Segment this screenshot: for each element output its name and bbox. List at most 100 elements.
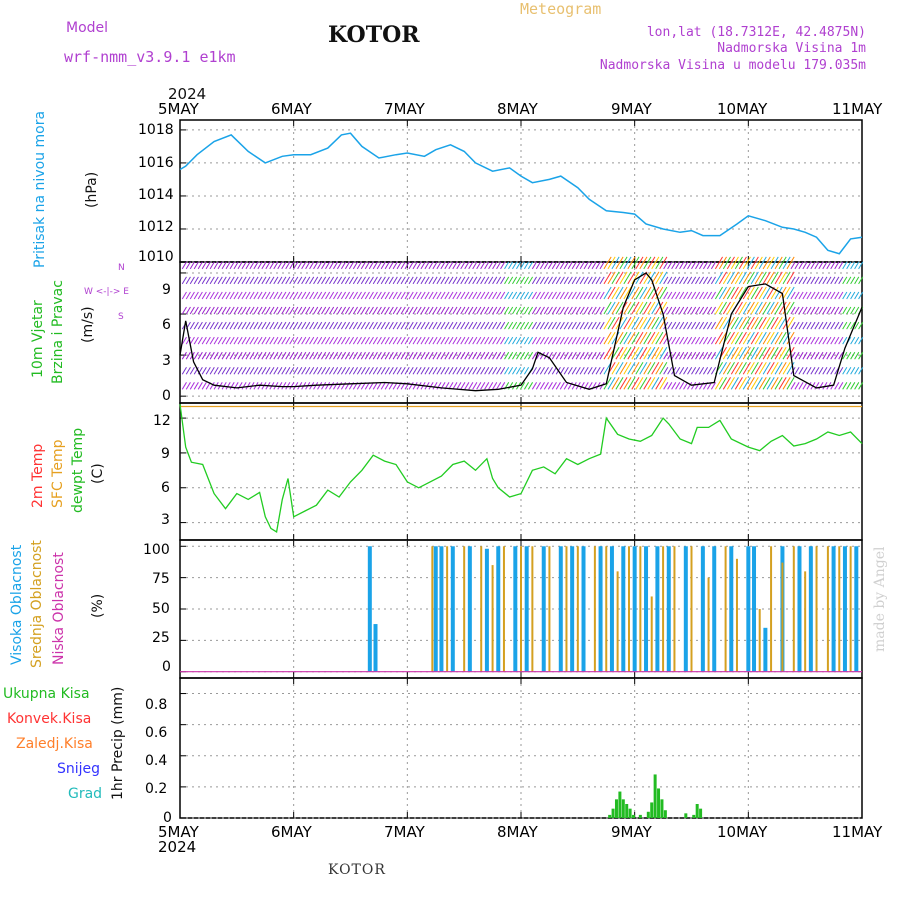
wind-barb bbox=[603, 331, 612, 345]
wind-barb bbox=[679, 321, 685, 330]
wind-barb bbox=[623, 331, 632, 345]
wind-barb bbox=[651, 331, 660, 345]
wind-barb bbox=[428, 366, 434, 375]
wind-barb bbox=[766, 377, 775, 390]
wind-barb bbox=[313, 291, 319, 300]
wind-barb bbox=[838, 291, 844, 300]
precip-legend-convective: Konvek.Kisa bbox=[7, 711, 92, 727]
wind-barb bbox=[420, 276, 426, 285]
wind-barb bbox=[321, 276, 327, 285]
wind-barb bbox=[520, 306, 526, 315]
wind-barb bbox=[599, 261, 605, 270]
wind-barb bbox=[818, 261, 824, 270]
wind-barb bbox=[432, 351, 438, 360]
wind-barb bbox=[344, 336, 351, 345]
wind-barb bbox=[432, 382, 438, 390]
wind-barb bbox=[416, 351, 422, 360]
wind-barb bbox=[746, 286, 755, 300]
wind-barb bbox=[249, 336, 255, 345]
wind-barb bbox=[456, 321, 462, 330]
wind-barb bbox=[691, 382, 697, 390]
wind-barb bbox=[794, 382, 800, 390]
wind-barb bbox=[543, 321, 549, 330]
wind-barb bbox=[551, 291, 557, 300]
high-cloud-bar bbox=[558, 546, 563, 672]
wind-barb bbox=[181, 276, 187, 285]
wind-barb bbox=[822, 306, 828, 315]
wind-barb bbox=[599, 336, 605, 345]
wind-barb bbox=[619, 316, 628, 330]
wind-barb bbox=[329, 261, 335, 270]
mid-cloud-bar bbox=[616, 571, 619, 672]
wind-barb bbox=[754, 316, 763, 330]
wind-barb bbox=[249, 366, 255, 375]
wind-barb bbox=[734, 377, 743, 390]
wind-barb bbox=[396, 336, 402, 345]
wind-barb bbox=[858, 336, 864, 345]
wind-barb bbox=[770, 301, 779, 315]
wind-barb bbox=[333, 321, 339, 330]
wind-barb bbox=[527, 261, 534, 270]
wind-barb bbox=[281, 336, 287, 345]
wind-barb bbox=[356, 351, 362, 360]
wind-barb bbox=[659, 361, 668, 375]
pressure-line bbox=[179, 132, 863, 255]
wind-barb bbox=[496, 276, 502, 285]
wind-barb bbox=[516, 276, 522, 285]
wind-barb bbox=[635, 301, 644, 315]
wind-barb bbox=[229, 351, 235, 360]
wind-barb bbox=[722, 316, 731, 330]
wind-barb bbox=[623, 301, 632, 315]
wind-barb bbox=[444, 351, 450, 360]
temp-ytick-3: 3 bbox=[161, 512, 170, 528]
wind-barb bbox=[663, 261, 669, 270]
wind-barb bbox=[718, 271, 727, 285]
wind-barb bbox=[376, 306, 382, 315]
wind-barb bbox=[456, 366, 462, 375]
wind-barb bbox=[213, 276, 219, 285]
wind-barb bbox=[850, 382, 856, 390]
wind-barb bbox=[388, 306, 394, 315]
wind-barb bbox=[818, 276, 824, 285]
wind-barb bbox=[340, 382, 347, 390]
wind-barb bbox=[364, 261, 370, 270]
wind-barb bbox=[738, 256, 747, 270]
wind-barb bbox=[754, 256, 763, 270]
wind-barb bbox=[706, 336, 713, 345]
time-tick-top-6: 11MAY bbox=[832, 100, 883, 118]
wind-barb bbox=[516, 321, 522, 330]
mid-cloud-bar bbox=[565, 546, 568, 672]
wind-barb bbox=[277, 306, 283, 315]
wind-barb bbox=[583, 336, 589, 345]
wind-barb bbox=[237, 321, 243, 330]
wind-barb bbox=[846, 382, 852, 390]
wind-barb bbox=[631, 271, 640, 285]
wind-barb bbox=[635, 271, 644, 285]
wind-barb bbox=[850, 351, 856, 360]
wind-barb bbox=[623, 377, 632, 390]
wind-barb bbox=[559, 382, 565, 390]
wind-barb bbox=[627, 256, 636, 270]
wind-barb bbox=[428, 306, 434, 315]
wind-barb bbox=[285, 306, 291, 315]
wind-barb bbox=[555, 336, 561, 345]
wind-barb bbox=[555, 276, 561, 285]
wind-barb bbox=[193, 382, 199, 390]
wind-barb bbox=[340, 336, 347, 345]
wind-barb bbox=[691, 366, 697, 375]
wind-barb bbox=[356, 321, 362, 330]
wind-barb bbox=[683, 382, 689, 390]
wind-barb bbox=[846, 291, 852, 300]
wind-barb bbox=[185, 351, 191, 360]
wind-barb bbox=[472, 261, 478, 270]
high-cloud-bar bbox=[632, 546, 637, 672]
wind-barb bbox=[237, 306, 243, 315]
temp-ytick-6: 6 bbox=[161, 480, 170, 496]
wind-barb bbox=[233, 291, 239, 300]
wind-barb bbox=[305, 336, 311, 345]
wind-barb bbox=[555, 261, 561, 270]
wind-barb bbox=[257, 306, 263, 315]
pressure-ytick-1012: 1012 bbox=[138, 219, 174, 235]
wind-barb bbox=[257, 366, 263, 375]
precip-bar bbox=[618, 791, 622, 818]
